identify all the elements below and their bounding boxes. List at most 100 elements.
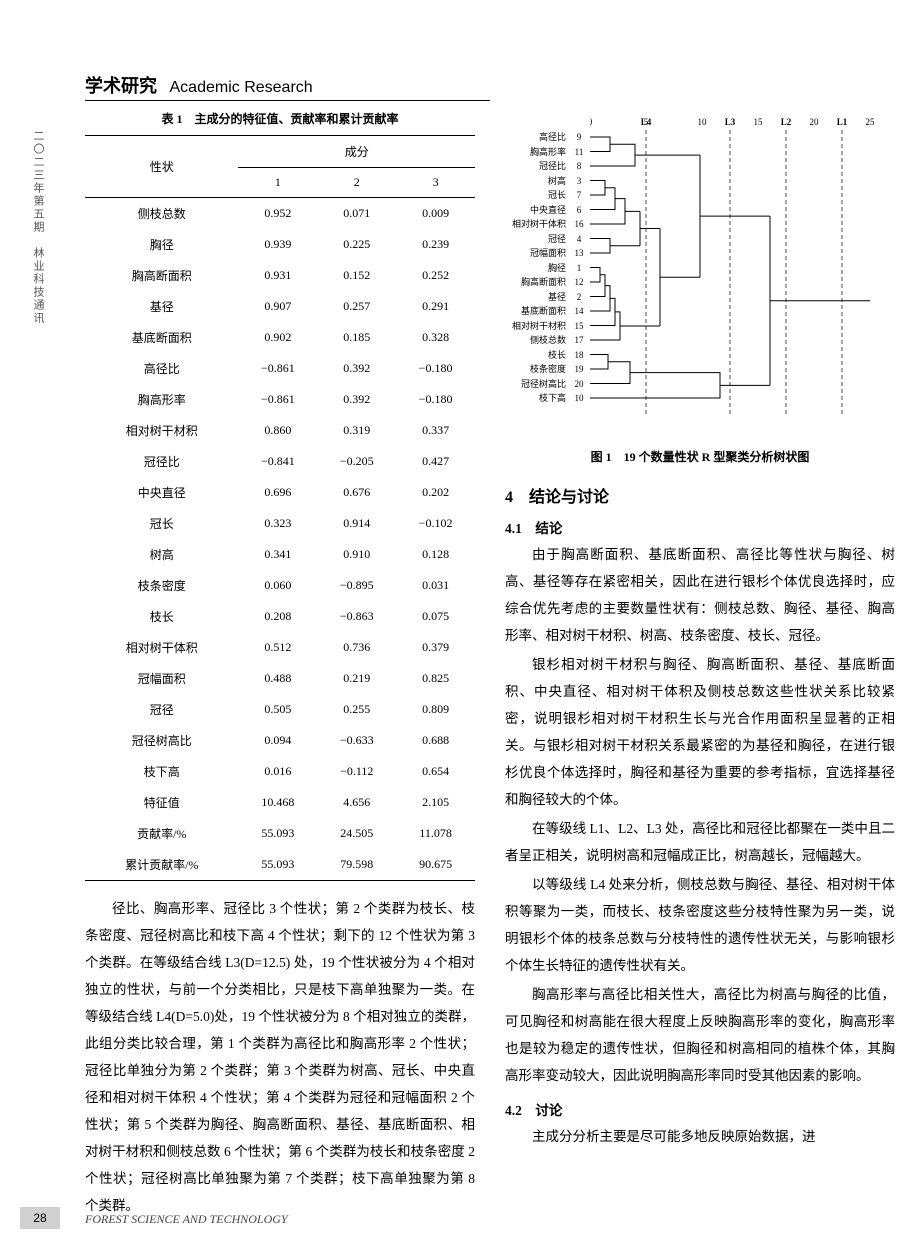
cell-value: 0.676 <box>317 477 396 508</box>
cell-trait: 枝长 <box>85 601 238 632</box>
dendro-leaf-num: 18 <box>570 348 588 363</box>
dendro-leaf-label: 枝长 <box>505 348 570 363</box>
left-paragraph: 径比、胸高形率、冠径比 3 个性状；第 2 个类群为枝长、枝条密度、冠径树高比和… <box>85 895 475 1219</box>
cell-value: 0.505 <box>238 694 317 725</box>
cell-value: 24.505 <box>317 818 396 849</box>
cell-value: 0.809 <box>396 694 475 725</box>
cell-value: 0.009 <box>396 198 475 230</box>
cell-trait: 基底断面积 <box>85 322 238 353</box>
cell-value: 0.902 <box>238 322 317 353</box>
svg-text:L3: L3 <box>725 117 736 127</box>
cell-value: 0.252 <box>396 260 475 291</box>
dendro-leaf-label: 树高 <box>505 174 570 189</box>
dendro-leaf-num: 9 <box>570 130 588 145</box>
dendro-leaf-label: 侧枝总数 <box>505 333 570 348</box>
dendro-leaf-num: 10 <box>570 391 588 406</box>
table-row: 累计贡献率/%55.09379.59890.675 <box>85 849 475 881</box>
dendro-leaf-num: 3 <box>570 174 588 189</box>
cell-value: 0.952 <box>238 198 317 230</box>
dendro-leaf-label: 冠径 <box>505 232 570 247</box>
cell-value: 0.219 <box>317 663 396 694</box>
header-cn: 学术研究 <box>85 76 157 96</box>
page-number: 28 <box>20 1207 60 1229</box>
cell-value: 0.202 <box>396 477 475 508</box>
cell-trait: 侧枝总数 <box>85 198 238 230</box>
dendrogram-svg: 0510152025 L4L3L2L1 <box>590 115 890 435</box>
table-row: 中央直径0.6960.6760.202 <box>85 477 475 508</box>
svg-text:L2: L2 <box>781 117 792 127</box>
cell-value: 0.323 <box>238 508 317 539</box>
th-component: 成分 <box>238 136 475 168</box>
th-trait: 性状 <box>85 136 238 198</box>
dendro-leaf-label: 相对树干材积 <box>505 319 570 334</box>
p41b: 银杉相对树干材积与胸径、胸高断面积、基径、基底断面积、中央直径、相对树干体积及侧… <box>505 651 895 813</box>
cell-trait: 枝条密度 <box>85 570 238 601</box>
cell-value: 0.910 <box>317 539 396 570</box>
cell-trait: 胸高断面积 <box>85 260 238 291</box>
cell-value: −0.205 <box>317 446 396 477</box>
cell-value: 0.341 <box>238 539 317 570</box>
cell-value: 10.468 <box>238 787 317 818</box>
dendro-leaf-label: 胸径 <box>505 261 570 276</box>
table-row: 枝下高0.016−0.1120.654 <box>85 756 475 787</box>
table-row: 基径0.9070.2570.291 <box>85 291 475 322</box>
cell-trait: 冠径 <box>85 694 238 725</box>
section-4-title: 4 结论与讨论 <box>505 483 895 507</box>
cell-trait: 相对树干体积 <box>85 632 238 663</box>
cell-trait: 冠径比 <box>85 446 238 477</box>
cell-value: 0.392 <box>317 384 396 415</box>
cell-value: 0.152 <box>317 260 396 291</box>
cell-value: −0.861 <box>238 384 317 415</box>
cell-value: 0.075 <box>396 601 475 632</box>
table-row: 冠径0.5050.2550.809 <box>85 694 475 725</box>
cell-trait: 累计贡献率/% <box>85 849 238 881</box>
dendro-leaf-label: 基径 <box>505 290 570 305</box>
cell-value: 0.094 <box>238 725 317 756</box>
table-row: 胸高形率−0.8610.392−0.180 <box>85 384 475 415</box>
p42a: 主成分分析主要是尽可能多地反映原始数据，进 <box>505 1123 895 1150</box>
cell-value: 55.093 <box>238 818 317 849</box>
cell-value: 0.392 <box>317 353 396 384</box>
table-row: 相对树干体积0.5120.7360.379 <box>85 632 475 663</box>
header-en: Academic Research <box>170 79 313 96</box>
dendro-leaf-label: 冠幅面积 <box>505 246 570 261</box>
table-row: 特征值10.4684.6562.105 <box>85 787 475 818</box>
cell-value: 90.675 <box>396 849 475 881</box>
cell-trait: 冠长 <box>85 508 238 539</box>
cell-value: 0.907 <box>238 291 317 322</box>
dendro-leaf-label: 基底断面积 <box>505 304 570 319</box>
cell-trait: 冠幅面积 <box>85 663 238 694</box>
dendro-leaf-label: 枝下高 <box>505 391 570 406</box>
cell-trait: 基径 <box>85 291 238 322</box>
table-row: 侧枝总数0.9520.0710.009 <box>85 198 475 230</box>
svg-text:20: 20 <box>810 117 820 127</box>
cell-value: 0.128 <box>396 539 475 570</box>
cell-value: 0.825 <box>396 663 475 694</box>
cell-value: 4.656 <box>317 787 396 818</box>
cell-value: −0.112 <box>317 756 396 787</box>
cell-value: −0.180 <box>396 384 475 415</box>
cell-value: 0.319 <box>317 415 396 446</box>
table-row: 贡献率/%55.09324.50511.078 <box>85 818 475 849</box>
section-41-body: 由于胸高断面积、基底断面积、高径比等性状与胸径、树高、基径等存在紧密相关，因此在… <box>505 541 895 1089</box>
dendro-leaf-label: 冠径树高比 <box>505 377 570 392</box>
cell-trait: 冠径树高比 <box>85 725 238 756</box>
dendro-leaf-num: 14 <box>570 304 588 319</box>
cell-value: 0.654 <box>396 756 475 787</box>
dendro-leaf-label: 枝条密度 <box>505 362 570 377</box>
p41a: 由于胸高断面积、基底断面积、高径比等性状与胸径、树高、基径等存在紧密相关，因此在… <box>505 541 895 649</box>
dendro-leaf-num: 19 <box>570 362 588 377</box>
table-row: 冠幅面积0.4880.2190.825 <box>85 663 475 694</box>
p41c: 在等级线 L1、L2、L3 处，高径比和冠径比都聚在一类中且二者呈正相关，说明树… <box>505 815 895 869</box>
cell-value: −0.633 <box>317 725 396 756</box>
cell-value: 0.016 <box>238 756 317 787</box>
table-row: 冠长0.3230.914−0.102 <box>85 508 475 539</box>
th-comp: 2 <box>317 168 396 198</box>
dendro-leaf-num: 6 <box>570 203 588 218</box>
dendro-leaf-num: 13 <box>570 246 588 261</box>
dendro-leaf-label: 中央直径 <box>505 203 570 218</box>
cell-value: 0.337 <box>396 415 475 446</box>
svg-text:L4: L4 <box>641 117 652 127</box>
table-row: 树高0.3410.9100.128 <box>85 539 475 570</box>
cell-trait: 贡献率/% <box>85 818 238 849</box>
